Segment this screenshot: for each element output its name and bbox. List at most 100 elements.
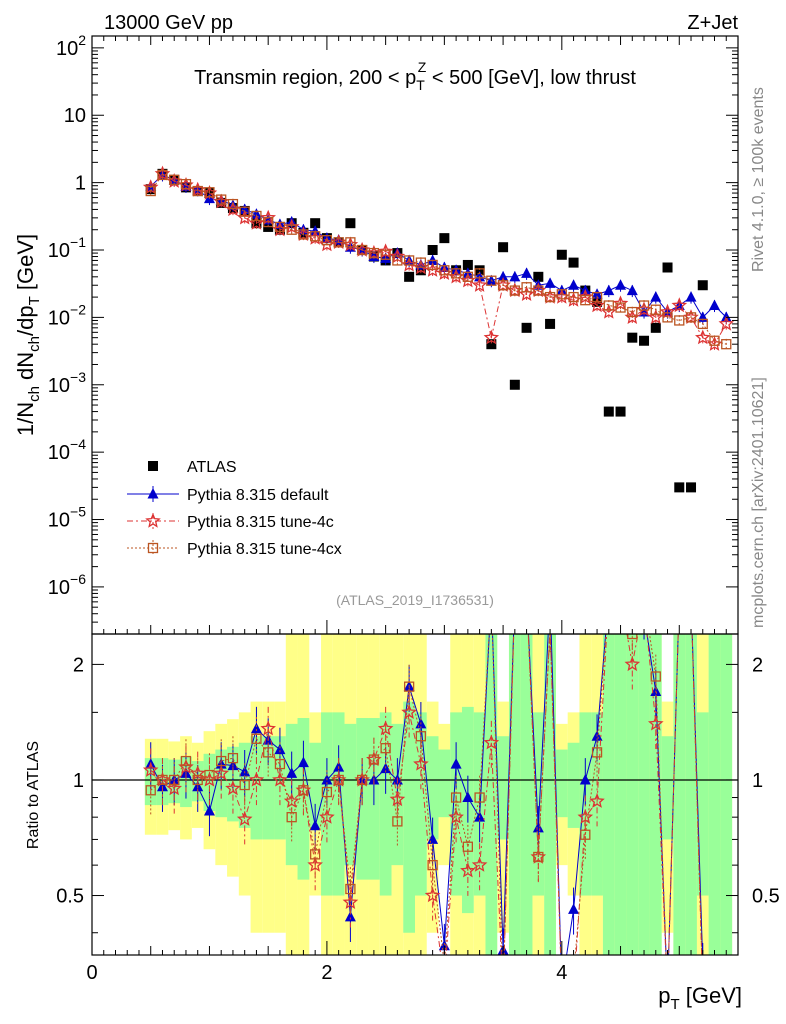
band-inner-32 [520,634,533,955]
ylabel-a-sub: ch [26,386,43,402]
ratio-point-tune4cx-23 [415,731,427,742]
main-point-tune4cx-37 [580,295,591,306]
x-tick-label-1: 2 [321,962,332,984]
ratio-point-tune4c-43 [648,715,664,731]
ratio-point-default-12 [286,767,298,778]
x-axis-label: pT [GeV] [658,983,742,1013]
main-point-atlas-28 [474,265,485,276]
main-point-atlas-27 [462,259,473,270]
main-point-tune4cx-18 [356,244,368,256]
ratio-point-tune4cx-17 [345,883,356,895]
main-point-tune4cx-27 [462,271,474,282]
ratio-point-tune4cx-22 [403,681,415,692]
ratio-point-tune4c-15 [319,809,335,824]
ratio-point-default-9 [250,722,262,734]
main-point-tune4c-38 [589,297,605,313]
ratio-point-tune4cx-13 [298,785,309,796]
ratio-ytick-label-right-0: 0.5 [752,886,780,908]
ylabel-a: 1/N [13,402,38,436]
ratio-point-tune4cx-16 [333,774,344,786]
band-inner-34 [544,634,556,955]
band-inner-49 [720,634,733,955]
main-point-atlas-36 [568,257,579,268]
ratio-point-default-33 [532,821,544,833]
ratio-point-tune4c-21 [389,791,406,807]
band-inner-47 [696,712,709,896]
ratio-ytick-label-2: 2 [73,654,84,676]
ratio-point-tune4c-29 [483,734,500,750]
main-point-atlas-35 [556,249,567,260]
main-point-tune4cx-42 [638,300,650,311]
title-sup: Z [418,59,427,75]
main-point-atlas-17 [345,218,356,229]
main-point-tune4cx-15 [321,235,333,246]
main-point-default-30 [497,270,509,282]
ratio-point-default-13 [297,756,309,768]
ratio-point-tune4cx-43 [650,671,661,682]
main-point-tune4c-45 [671,297,688,313]
main-point-default-8 [239,203,251,214]
main-ytick-exp-0: −6 [70,571,86,587]
ratio-frame [91,633,739,956]
main-ytick-mant-3: 10 [48,375,70,397]
main-point-atlas-34 [545,318,556,329]
main-ytick-label-8: 102 [56,32,86,60]
ratio-ytick-label-right-1: 1 [752,770,763,792]
ylabel-c-sub: T [26,296,43,305]
main-point-default-48 [709,299,721,311]
main-point-atlas-42 [639,335,650,346]
ratio-line-tune4c [150,634,703,955]
main-point-tune4cx-47 [697,318,708,330]
main-ytick-exp-4: −2 [70,301,86,317]
main-series-marks [142,165,734,493]
band-inner-46 [685,634,697,955]
ratio-point-default-1 [156,780,168,792]
ratio-point-tune4c-9 [248,771,265,787]
ylabel-b-sub: ch [26,336,43,352]
main-point-default-34 [544,277,556,288]
main-point-default-46 [685,291,697,302]
main-point-default-32 [521,267,533,278]
ratio-point-tune4cx-0 [145,785,156,796]
ylabel-b: dN [13,352,38,386]
ratio-point-default-37 [579,773,591,785]
band-inner-33 [532,712,545,896]
band-inner-10 [262,736,275,840]
xlabel-a-sub: T [670,996,679,1013]
main-ytick-mant-6: 1 [75,173,86,195]
band-inner-23 [415,712,427,896]
main-point-atlas-32 [521,322,532,333]
main-point-atlas-24 [427,245,438,256]
title-pre: Transmin region, 200 < p [194,67,416,89]
main-ytick-label-0: 10−6 [48,571,86,599]
main-point-atlas-29 [486,339,497,350]
ratio-ytick-label-0: 0.5 [56,886,84,908]
ratio-point-tune4cx-1 [157,774,168,786]
main-point-tune4cx-20 [380,249,391,260]
main-point-tune4cx-26 [450,268,462,279]
main-ytick-label-1: 10−5 [48,504,86,532]
ratio-point-tune4cx-26 [450,792,462,803]
main-point-default-36 [568,279,580,290]
ratio-point-tune4cx-41 [627,634,638,640]
ratio-point-tune4cx-3 [180,755,192,767]
main-point-atlas-31 [509,379,520,390]
band-inner-22 [403,701,415,933]
ratio-point-tune4cx-19 [368,754,380,765]
main-point-default-31 [509,270,521,282]
main-point-tune4cx-44 [662,312,673,323]
main-point-tune4cx-43 [650,304,661,315]
main-point-atlas-46 [686,482,697,493]
ratio-ytick-label-1: 1 [73,770,84,792]
ratio-point-tune4cx-12 [286,812,297,823]
band-inner-42 [638,634,650,955]
main-point-tune4cx-39 [603,300,614,311]
main-point-tune4cx-13 [298,229,309,240]
ylabel-d: [GeV] [13,234,38,296]
main-ytick-label-3: 10−3 [48,369,86,397]
header-right-label: Z+Jet [687,12,738,34]
ratio-series-marks [92,634,738,955]
main-point-tune4cx-45 [674,315,685,326]
main-ytick-exp-5: −1 [70,234,86,250]
ratio-point-tune4c-41 [624,656,641,672]
